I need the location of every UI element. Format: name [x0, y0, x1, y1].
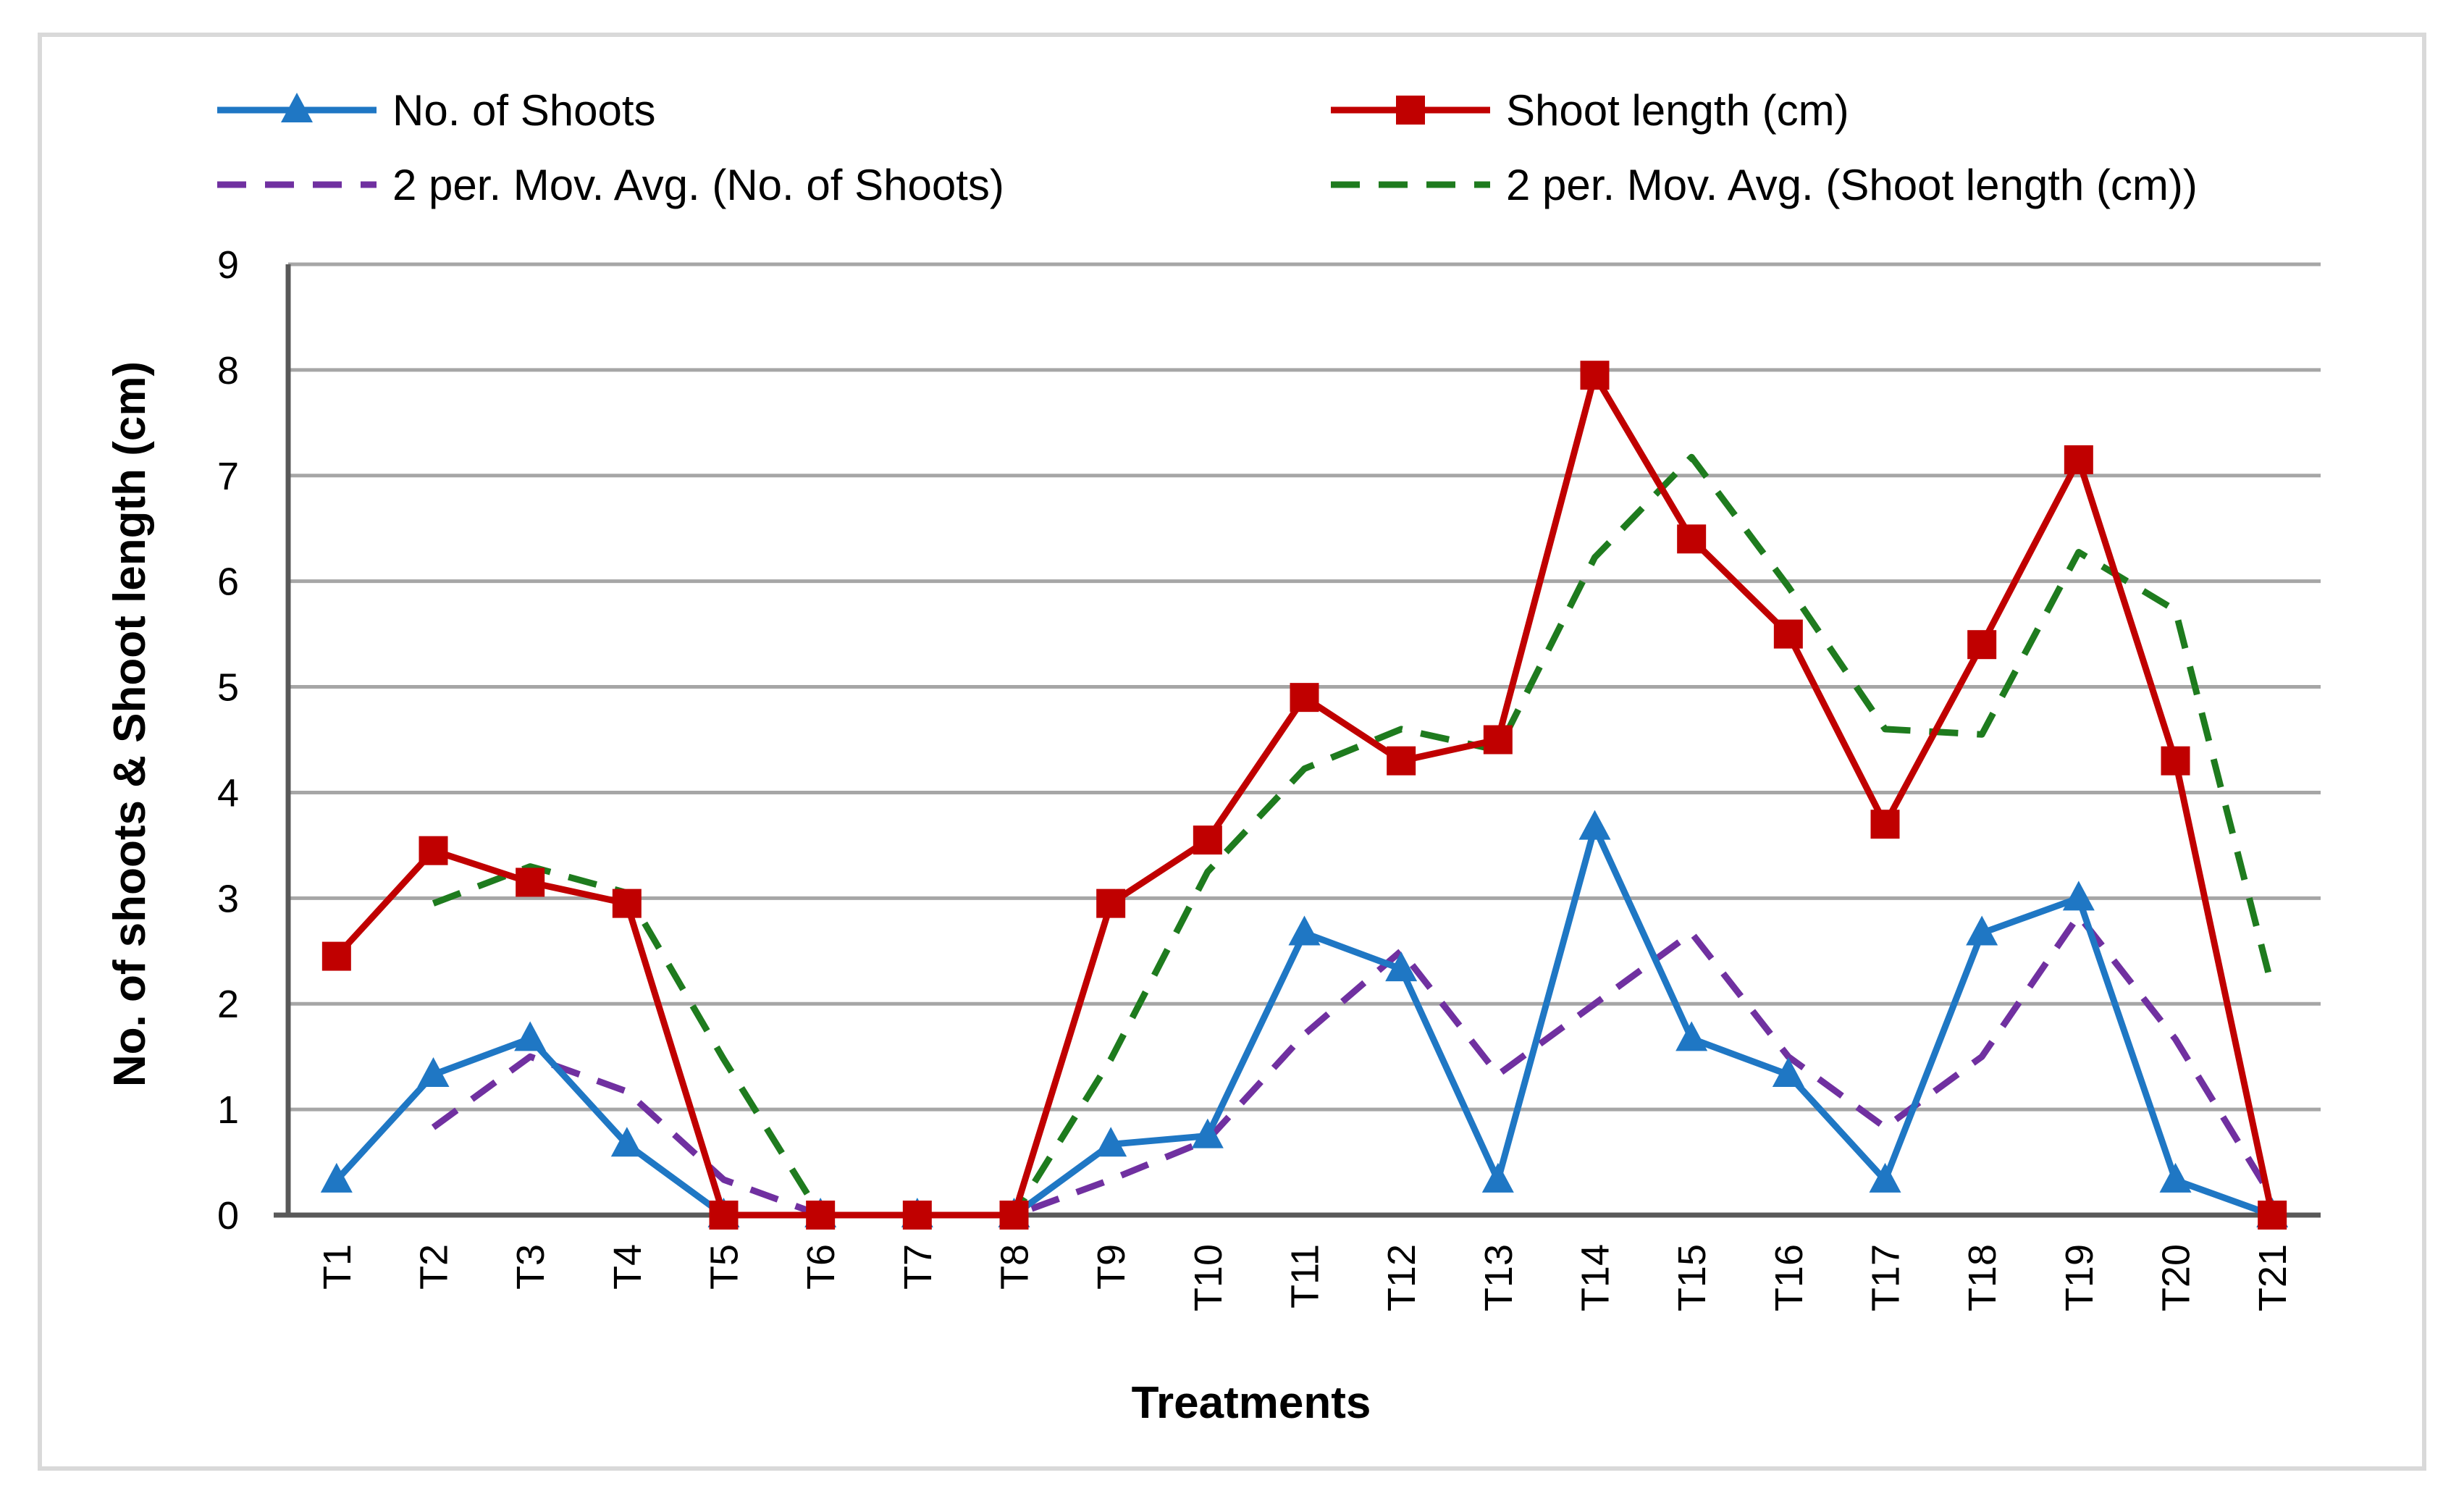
- gridlines: [288, 262, 2321, 1112]
- y-tick-label: 8: [217, 349, 239, 392]
- legend-marker-triangle: [281, 93, 313, 122]
- data-point-triangle: [610, 1127, 643, 1157]
- data-point-triangle: [2062, 881, 2095, 911]
- x-tick-label: T13: [1477, 1244, 1521, 1311]
- x-tick-label: T17: [1864, 1244, 1908, 1311]
- data-point-triangle: [1772, 1056, 1804, 1087]
- y-tick-label: 7: [217, 455, 239, 498]
- data-point-square: [1677, 524, 1707, 554]
- y-axis-title: No. of shoots & Shoot length (cm): [105, 361, 155, 1087]
- y-tick-label: 1: [217, 1088, 239, 1132]
- x-tick-label: T11: [1284, 1244, 1327, 1308]
- x-tick-label: T19: [2058, 1244, 2101, 1311]
- data-point-square: [806, 1201, 836, 1230]
- legend-label: Shoot length (cm): [1506, 86, 1849, 135]
- y-tick-label: 4: [217, 771, 239, 815]
- x-tick-label: T18: [1961, 1244, 2004, 1311]
- data-point-square: [321, 941, 351, 971]
- x-axis-title: Treatments: [1132, 1378, 1371, 1428]
- legend-label: No. of Shoots: [392, 86, 656, 135]
- data-point-triangle: [417, 1056, 450, 1087]
- legend: No. of Shoots Shoot length (cm) 2 per. Mov…: [217, 86, 2198, 209]
- data-point-square: [2161, 746, 2190, 776]
- x-tick-label: T16: [1767, 1244, 1811, 1311]
- series-line-2: [431, 912, 2276, 1219]
- series-line-3: [432, 453, 2276, 1219]
- data-point-triangle: [1578, 810, 1611, 840]
- x-tick-label: T21: [2251, 1244, 2295, 1311]
- data-point-triangle: [514, 1021, 547, 1051]
- data-point-triangle: [1966, 915, 1998, 946]
- x-tick-label: T14: [1574, 1244, 1618, 1311]
- x-tick-label: T5: [703, 1244, 747, 1290]
- legend-marker-square: [1396, 96, 1425, 125]
- chart-frame: [38, 33, 2426, 1471]
- data-point-square: [419, 836, 448, 865]
- data-point-square: [1290, 683, 1319, 713]
- tick-labels: 0 1 2 3 4 5 6 7 8 9 T1 T2 T3 T4 T5 T6 T7 T8 T9 T10 T11 T12 T13…: [217, 243, 2295, 1311]
- data-point-square: [1870, 810, 1900, 839]
- axes: [274, 264, 2321, 1218]
- x-tick-label: T20: [2155, 1244, 2198, 1311]
- x-tick-label: T8: [993, 1244, 1037, 1290]
- data-point-square: [1483, 725, 1513, 755]
- data-point-triangle: [1481, 1162, 1514, 1193]
- data-point-square: [1580, 361, 1610, 390]
- legend-label: 2 per. Mov. Avg. (Shoot length (cm)): [1506, 161, 2198, 209]
- x-tick-label: T7: [896, 1244, 940, 1290]
- legend-label: 2 per. Mov. Avg. (No. of Shoots): [392, 161, 1004, 209]
- data-point-triangle: [1191, 1118, 1224, 1148]
- data-point-square: [2258, 1201, 2287, 1230]
- x-tick-label: T9: [1090, 1244, 1133, 1290]
- data-point-square: [612, 888, 642, 918]
- data-point-square: [1193, 825, 1222, 855]
- data-point-triangle: [1675, 1021, 1708, 1051]
- x-tick-label: T15: [1670, 1244, 1714, 1311]
- data-point-square: [999, 1201, 1029, 1230]
- x-tick-label: T10: [1187, 1244, 1230, 1311]
- y-tick-label: 5: [217, 666, 239, 710]
- x-tick-label: T6: [799, 1244, 843, 1290]
- x-tick-label: T12: [1380, 1244, 1424, 1311]
- data-point-triangle: [1095, 1127, 1127, 1157]
- y-tick-label: 9: [217, 243, 239, 287]
- data-point-triangle: [1385, 951, 1418, 982]
- series-layer: [320, 361, 2289, 1230]
- data-point-triangle: [1288, 915, 1321, 946]
- x-tick-label: T1: [316, 1244, 359, 1290]
- data-point-square: [1387, 746, 1416, 776]
- y-tick-label: 3: [217, 877, 239, 920]
- data-point-square: [516, 867, 545, 897]
- x-tick-label: T4: [606, 1244, 649, 1290]
- data-point-triangle: [2159, 1162, 2192, 1193]
- data-point-triangle: [320, 1162, 353, 1193]
- y-tick-label: 6: [217, 560, 239, 604]
- data-point-square: [709, 1201, 739, 1230]
- data-point-square: [1967, 630, 1997, 660]
- x-tick-label: T3: [509, 1244, 552, 1290]
- x-tick-label: T2: [413, 1244, 456, 1290]
- data-point-square: [2064, 445, 2093, 474]
- data-point-square: [1096, 888, 1126, 918]
- y-tick-label: 2: [217, 983, 239, 1026]
- y-tick-label: 0: [217, 1194, 239, 1238]
- data-point-triangle: [1869, 1162, 1901, 1193]
- data-point-square: [902, 1201, 932, 1230]
- data-point-square: [1773, 619, 1803, 649]
